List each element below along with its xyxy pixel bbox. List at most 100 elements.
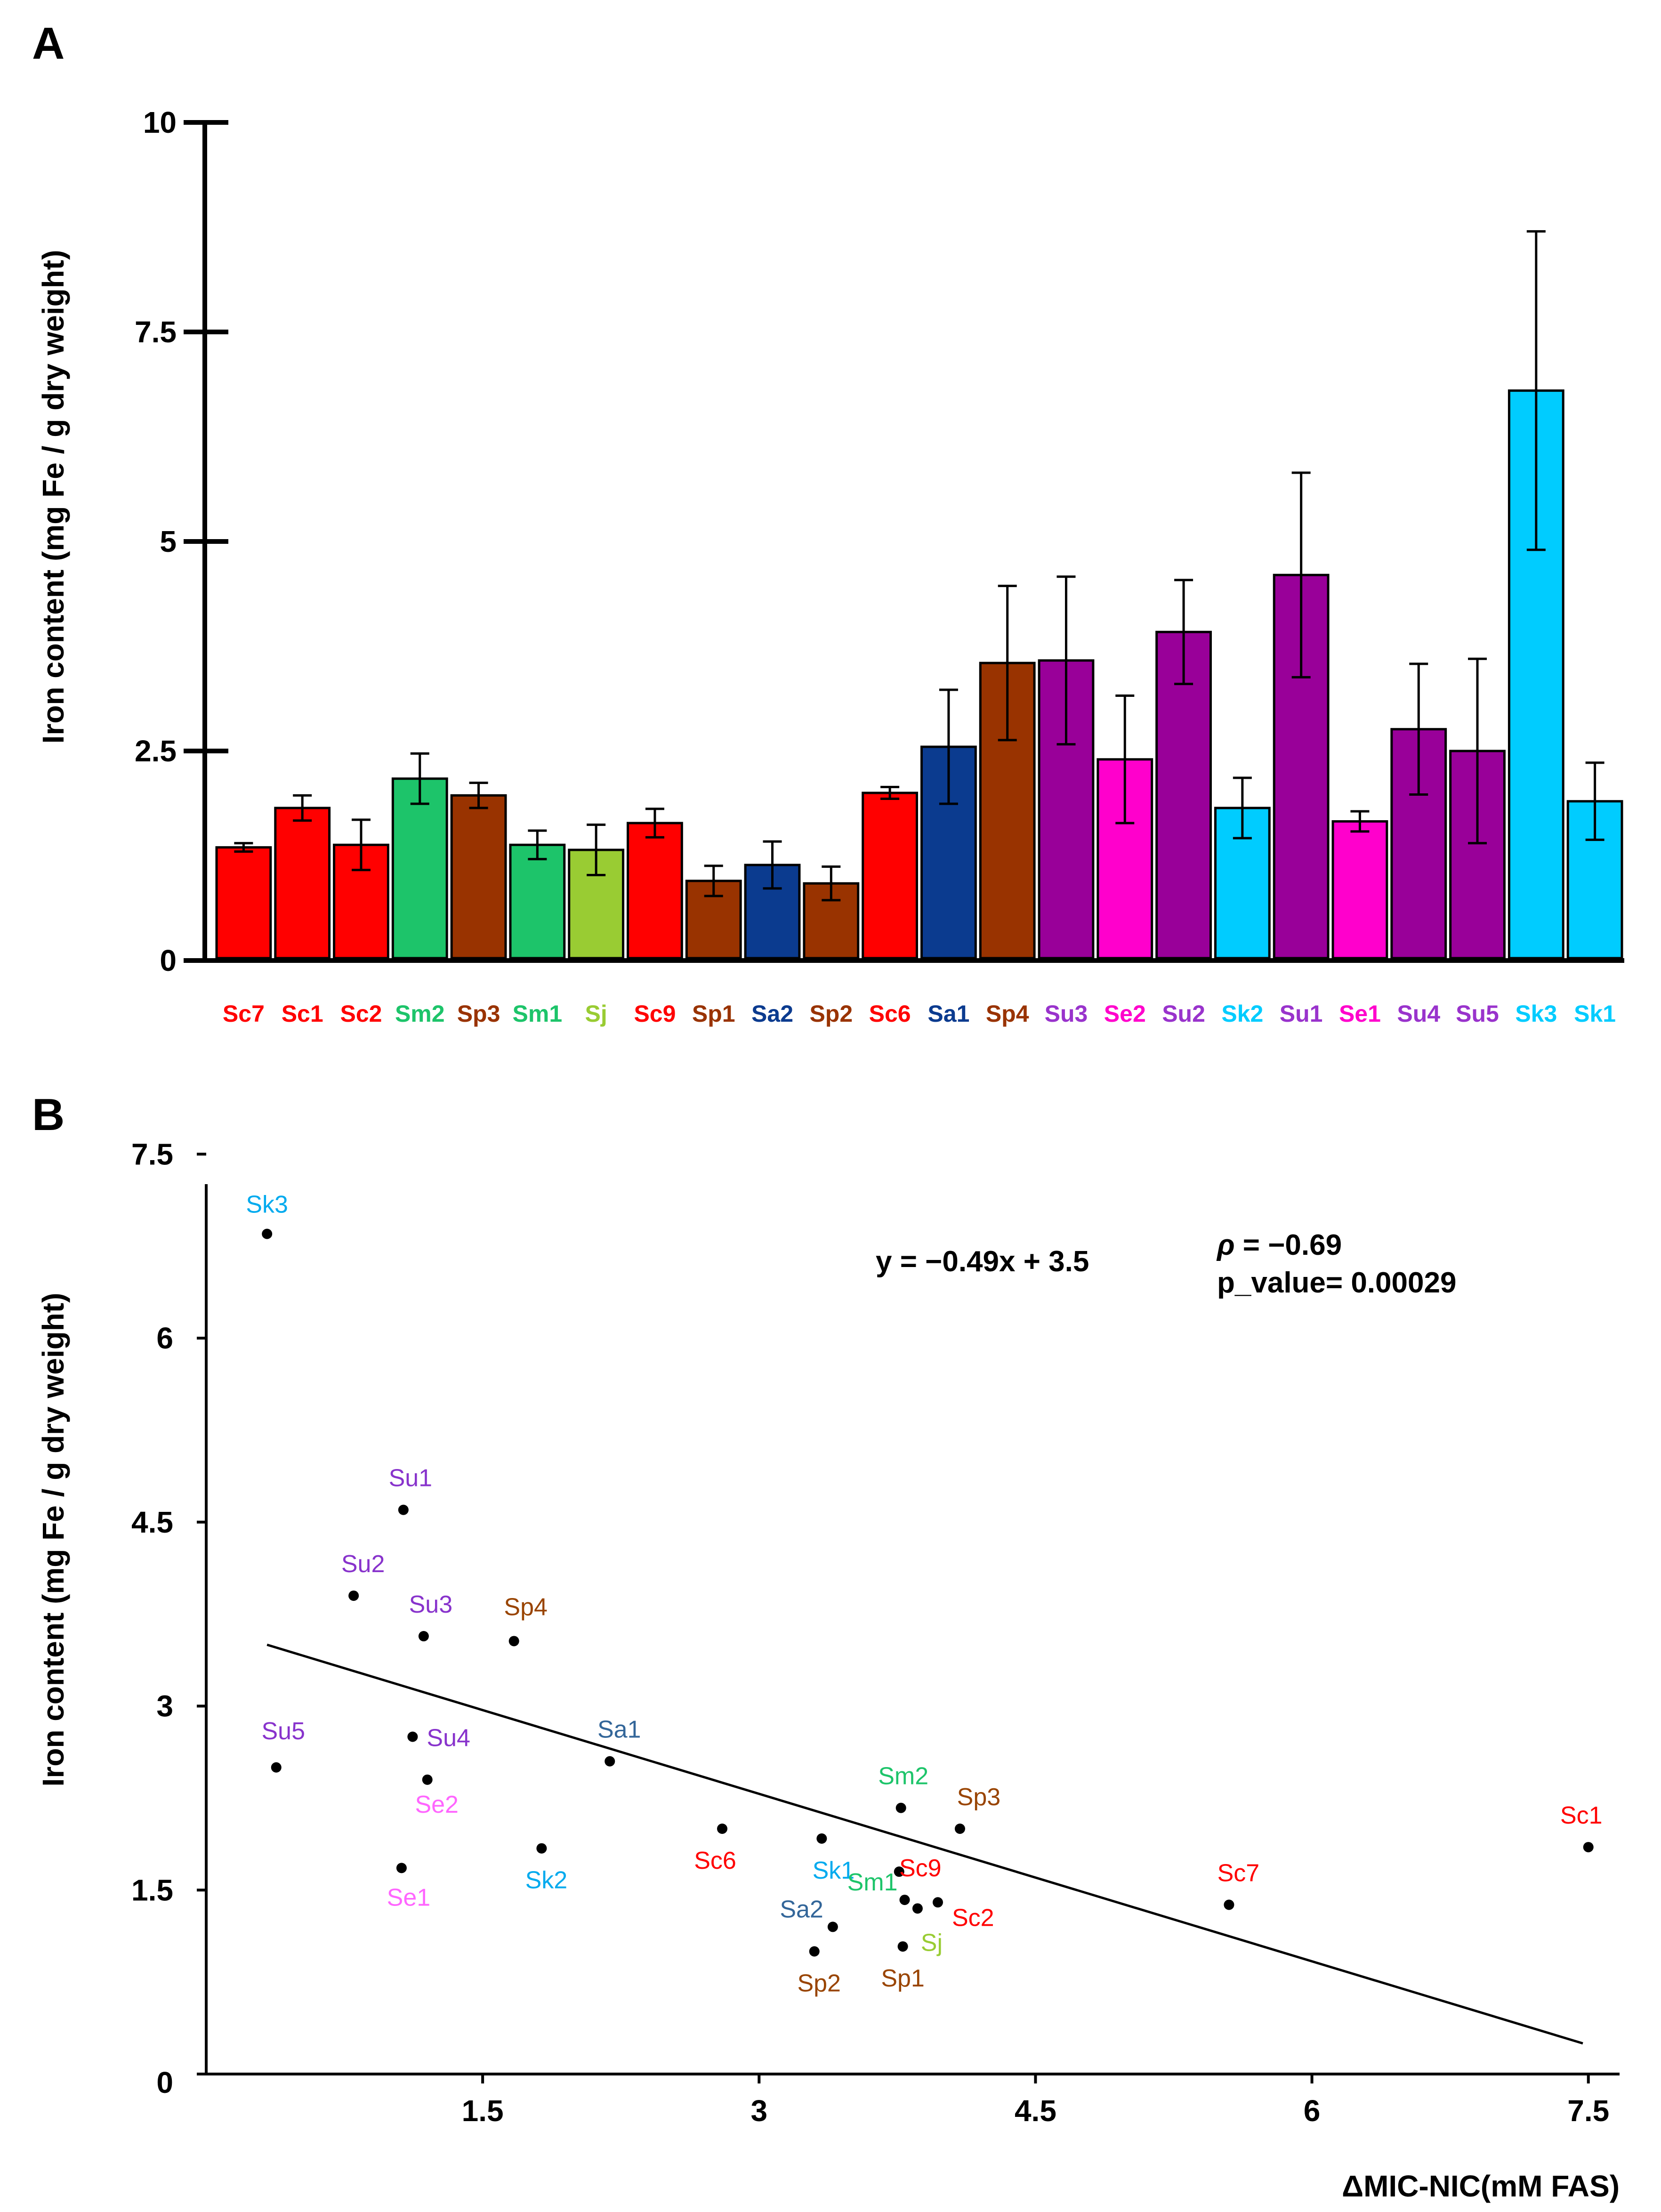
error-bar <box>469 782 488 809</box>
scatter-point <box>398 1504 409 1515</box>
scatter-point <box>422 1774 433 1785</box>
bar-category-label: Sk1 <box>1574 1001 1616 1027</box>
scatter-point-label: Sm1 <box>847 1869 898 1896</box>
bar-category-label: Sk2 <box>1221 1001 1263 1027</box>
scatter-point <box>1224 1899 1234 1910</box>
bar-category-label: Sp1 <box>692 1001 735 1027</box>
bar-category-label: Sj <box>585 1001 607 1027</box>
bar-y-tick-label: 0 <box>160 944 177 977</box>
scatter-point-label: Sk2 <box>525 1867 568 1894</box>
bar <box>1331 820 1388 960</box>
bar <box>862 791 919 960</box>
scatter-point <box>895 1802 906 1813</box>
error-bar <box>1291 471 1311 678</box>
error-bar <box>939 688 958 805</box>
scatter-point-label: Su4 <box>427 1725 470 1752</box>
error-bar <box>293 794 312 822</box>
error-bar <box>822 865 841 902</box>
scatter-point <box>827 1921 838 1932</box>
scatter-point <box>536 1843 547 1854</box>
scatter-axes <box>205 1184 1620 2075</box>
bar <box>215 846 272 960</box>
scatter-point-label: Su1 <box>389 1465 433 1492</box>
scatter-point <box>605 1756 615 1767</box>
bar-category-label: Sp4 <box>986 1001 1029 1027</box>
scatter-x-tick-label: 3 <box>750 2094 767 2128</box>
bar <box>450 794 507 960</box>
scatter-point <box>348 1590 359 1601</box>
bar-category-label: Sm1 <box>513 1001 563 1027</box>
bar-chart-panel: A Iron content (mg Fe / g dry weight) 0 2… <box>32 18 1624 1027</box>
scatter-point-label: Sa2 <box>780 1896 823 1923</box>
error-bar <box>587 823 606 876</box>
regression-line <box>266 1643 1583 2045</box>
scatter-point-label: Su2 <box>341 1550 385 1578</box>
scatter-point <box>717 1824 727 1834</box>
scatter-y-tick-label: 4.5 <box>131 1505 173 1539</box>
error-bar <box>410 752 429 805</box>
scatter-point-label: Se1 <box>387 1884 431 1911</box>
bar-category-label: Sc7 <box>223 1001 265 1027</box>
bar-category-label: Su4 <box>1397 1001 1440 1027</box>
scatter-y-tick-label: 6 <box>156 1321 173 1355</box>
bar-y-tick-label: 5 <box>160 525 177 558</box>
error-bar <box>763 840 782 890</box>
scatter-point-label: Sm2 <box>878 1763 928 1790</box>
bar-category-label: Su2 <box>1162 1001 1205 1027</box>
bar-chart-y-ticks: 0 2.5 5 7.5 10 <box>135 105 228 977</box>
scatter-point <box>932 1897 943 1908</box>
scatter-point-label: Sc1 <box>1560 1802 1603 1829</box>
scatter-point <box>262 1228 273 1239</box>
bar-category-label: Sc1 <box>282 1001 323 1027</box>
error-bar <box>1526 230 1546 551</box>
scatter-point-label: Sp2 <box>797 1970 841 1997</box>
bar-category-label: Su3 <box>1045 1001 1088 1027</box>
scatter-point <box>912 1903 923 1914</box>
error-bar <box>704 864 723 897</box>
scatter-point <box>899 1895 910 1905</box>
scatter-point-label: Sa1 <box>597 1716 641 1744</box>
bar-category-label: Se2 <box>1104 1001 1146 1027</box>
scatter-point <box>816 1833 827 1844</box>
scatter-ticks: 0 1.5 3 4.5 6 7.5 1.5 3 4.5 6 7.5 <box>131 1137 1609 2128</box>
scatter-point-label: Sp1 <box>881 1965 925 1992</box>
bar <box>509 843 566 960</box>
error-bar <box>998 584 1017 742</box>
scatter-x-axis-title: ΔMIC-NIC(mM FAS) <box>1342 2169 1620 2203</box>
bar-category-label: Sp2 <box>809 1001 853 1027</box>
scatter-point <box>809 1946 820 1957</box>
scatter-points <box>262 1228 1594 1957</box>
bar-category-label: Sp3 <box>457 1001 500 1027</box>
scatter-point <box>396 1863 407 1873</box>
scatter-point-label: Sp3 <box>957 1784 1001 1811</box>
bar <box>627 822 683 960</box>
scatter-point-label: Sp4 <box>504 1593 548 1621</box>
error-bar <box>1174 579 1193 686</box>
bar <box>274 807 331 960</box>
scatter-point-label: Su5 <box>261 1718 305 1745</box>
error-bar <box>351 818 371 872</box>
scatter-y-tick-label: 0 <box>156 2066 173 2099</box>
bar-y-tick-label: 7.5 <box>135 315 177 349</box>
bar <box>391 777 448 960</box>
scatter-point-label: Sc2 <box>952 1904 994 1931</box>
regression-equation: y = −0.49x + 3.5 <box>876 1245 1089 1278</box>
bar-chart-error-bars <box>234 230 1605 902</box>
scatter-point-label: Sc6 <box>694 1847 736 1874</box>
error-bar <box>1468 657 1487 845</box>
error-bar <box>234 842 253 853</box>
scatter-x-tick-label: 1.5 <box>462 2094 504 2128</box>
bar-chart-y-axis-title: Iron content (mg Fe / g dry weight) <box>36 250 70 744</box>
bar-chart-category-labels: Sc7 Sc1 Sc2 Sm2 Sp3 Sm1 Sj Sc9 Sp1 Sa2 Sp2 Sc6 Sa1 Sp… <box>223 1001 1616 1027</box>
bar-category-label: Se1 <box>1339 1001 1381 1027</box>
scatter-fit-line <box>266 1643 1583 2045</box>
panel-label-b: B <box>32 1090 65 1140</box>
scatter-y-axis-title: Iron content (mg Fe / g dry weight) <box>36 1293 70 1787</box>
scatter-point <box>271 1762 282 1773</box>
scatter-point-label: Sk3 <box>246 1191 288 1219</box>
scatter-x-tick-label: 4.5 <box>1015 2094 1056 2128</box>
scatter-point-label: Sk1 <box>813 1857 855 1884</box>
bar-category-label: Sc9 <box>634 1001 676 1027</box>
